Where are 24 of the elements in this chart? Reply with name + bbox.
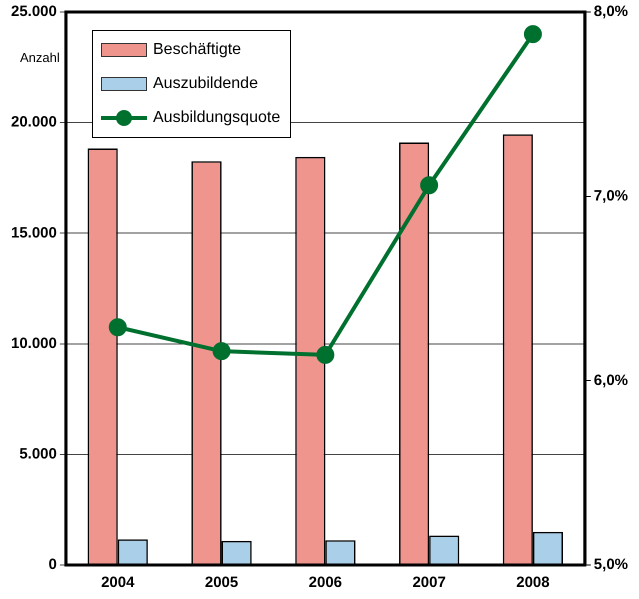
- legend-label: Ausbildungsquote: [153, 109, 280, 127]
- x-tick-label: 2004: [101, 574, 136, 592]
- point: [108, 318, 127, 336]
- legend-label: Auszubildende: [153, 75, 258, 93]
- y-tick-label: 20.000: [10, 114, 57, 131]
- y-tick-label: 5.000: [19, 446, 57, 463]
- y-tick-label: 15.000: [10, 224, 57, 242]
- x-tick-label: 2005: [204, 574, 238, 592]
- point: [524, 25, 542, 44]
- x-tick-label: 2008: [516, 574, 550, 592]
- point: [316, 346, 334, 364]
- x-tick-label: 2006: [308, 574, 342, 592]
- y2-tick-label: 8,0%: [594, 3, 628, 20]
- y-tick-label: 0: [48, 556, 57, 574]
- y-tick-label: 25.000: [10, 3, 57, 20]
- y2-tick-label: 7,0%: [594, 187, 628, 204]
- x-tick-label: 2007: [412, 574, 446, 592]
- y-axis-title: Anzahl: [20, 50, 60, 65]
- legend-label: Beschäftigte: [153, 41, 242, 59]
- point: [212, 342, 231, 360]
- y-tick-label: 10.000: [10, 334, 57, 352]
- point: [420, 176, 438, 194]
- y2-tick-label: 6,0%: [594, 372, 628, 389]
- y2-tick-label: 5,0%: [594, 556, 628, 574]
